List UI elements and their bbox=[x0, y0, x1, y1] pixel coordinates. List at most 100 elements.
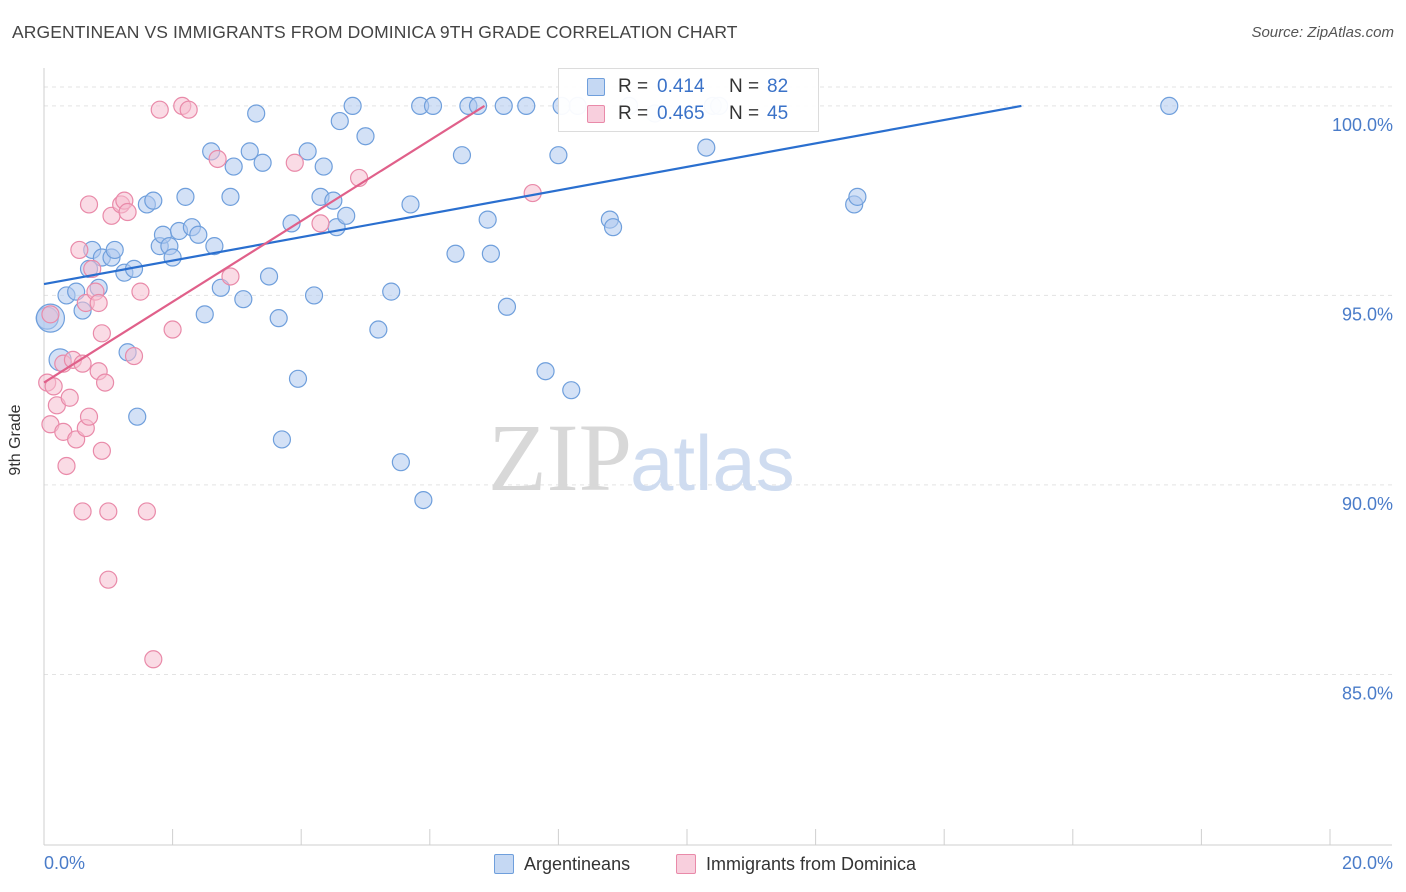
data-point bbox=[269, 309, 288, 328]
data-point bbox=[272, 430, 292, 449]
data-point bbox=[401, 195, 420, 214]
y-tick-label: 85.0% bbox=[1342, 683, 1393, 703]
data-point bbox=[105, 240, 124, 260]
data-point bbox=[343, 96, 362, 116]
data-point bbox=[95, 373, 115, 392]
data-point bbox=[481, 244, 500, 263]
data-point bbox=[234, 290, 253, 309]
legend-n-label: N = bbox=[729, 103, 760, 124]
legend-label-dominica: Immigrants from Dominica bbox=[706, 853, 917, 874]
data-point bbox=[99, 570, 118, 589]
data-point bbox=[452, 146, 472, 165]
legend-swatch-pink bbox=[676, 854, 696, 874]
x-tick-label-max: 20.0% bbox=[1342, 853, 1393, 873]
y-axis-label: 9th Grade bbox=[7, 404, 24, 476]
data-point bbox=[369, 320, 388, 339]
data-point bbox=[128, 407, 147, 426]
data-point bbox=[697, 138, 716, 157]
data-point bbox=[285, 153, 304, 172]
trend-line-blue bbox=[43, 104, 1022, 286]
data-point bbox=[224, 157, 243, 176]
data-point bbox=[1160, 96, 1179, 116]
y-tick-labels: 85.0% 90.0% 95.0% 100.0% bbox=[1332, 115, 1393, 704]
data-point bbox=[330, 111, 349, 131]
data-point bbox=[562, 381, 581, 400]
data-point bbox=[83, 259, 102, 278]
data-point bbox=[131, 282, 150, 301]
legend-n-value: 45 bbox=[767, 103, 789, 124]
trend-lines bbox=[43, 104, 1022, 384]
data-point bbox=[189, 225, 208, 244]
data-point bbox=[247, 104, 266, 123]
watermark-zip: ZIP bbox=[488, 404, 632, 511]
data-point bbox=[494, 96, 513, 116]
data-point bbox=[549, 146, 568, 165]
data-point bbox=[414, 490, 433, 510]
data-point bbox=[118, 202, 137, 222]
grid-lines bbox=[44, 86, 1392, 675]
source-label: Source: ZipAtlas.com bbox=[1251, 24, 1394, 41]
legend-item-dominica[interactable]: Immigrants from Dominica bbox=[676, 851, 916, 877]
legend-r-label: R = bbox=[618, 103, 649, 124]
legend-r-value: 0.465 bbox=[657, 103, 705, 124]
y-tick-label: 90.0% bbox=[1342, 494, 1393, 514]
data-point bbox=[517, 96, 536, 116]
data-point bbox=[89, 293, 108, 313]
data-point bbox=[221, 187, 240, 206]
data-point bbox=[79, 407, 99, 426]
data-point bbox=[288, 369, 308, 388]
data-point bbox=[176, 187, 195, 206]
legend-swatch-blue bbox=[494, 854, 514, 874]
correlation-legend: R = 0.414 N = 82 R = 0.465 N = 45 bbox=[558, 68, 819, 132]
data-point bbox=[208, 149, 227, 169]
legend-r-label: R = bbox=[618, 76, 649, 97]
watermark-atlas: atlas bbox=[630, 419, 795, 507]
data-point bbox=[150, 100, 169, 119]
data-point bbox=[304, 286, 324, 305]
data-point bbox=[311, 214, 330, 233]
data-point bbox=[195, 305, 214, 324]
data-point bbox=[536, 362, 555, 381]
x-tick-labels: 0.0% 20.0% bbox=[44, 853, 1393, 873]
legend-swatch-pink bbox=[587, 105, 605, 123]
y-tick-label: 95.0% bbox=[1342, 304, 1393, 324]
legend-item-argentineans[interactable]: Argentineans bbox=[494, 851, 630, 877]
data-point bbox=[391, 453, 410, 472]
legend-label-argentineans: Argentineans bbox=[524, 853, 631, 874]
data-point bbox=[446, 244, 465, 263]
data-point bbox=[423, 96, 443, 116]
legend-swatch-blue bbox=[587, 78, 605, 96]
trend-line-pink bbox=[43, 104, 486, 384]
legend-n-label: N = bbox=[729, 76, 760, 97]
data-point bbox=[99, 502, 118, 521]
data-point bbox=[253, 153, 272, 172]
data-point bbox=[603, 218, 623, 237]
series-legend: Argentineans Immigrants from Dominica bbox=[0, 851, 1406, 877]
data-point bbox=[144, 191, 163, 210]
data-point bbox=[73, 502, 92, 521]
data-point bbox=[298, 142, 317, 161]
data-point bbox=[221, 267, 240, 286]
data-point bbox=[259, 267, 279, 286]
data-point bbox=[382, 282, 401, 301]
data-point bbox=[92, 441, 111, 460]
x-tick-label-min: 0.0% bbox=[44, 853, 85, 873]
data-point bbox=[79, 195, 99, 214]
y-tick-label: 100.0% bbox=[1332, 115, 1393, 135]
legend-r-value: 0.414 bbox=[657, 76, 705, 97]
data-point bbox=[144, 650, 163, 669]
data-point bbox=[179, 100, 198, 119]
data-point bbox=[478, 210, 497, 229]
axes bbox=[43, 68, 1392, 846]
data-point bbox=[70, 240, 89, 260]
data-point bbox=[356, 127, 375, 146]
watermark: ZIP atlas bbox=[488, 404, 795, 511]
data-point bbox=[282, 214, 301, 233]
legend-n-value: 82 bbox=[767, 76, 789, 97]
series-dominica bbox=[38, 96, 542, 669]
data-point bbox=[41, 305, 60, 324]
data-point bbox=[57, 456, 76, 476]
data-point bbox=[497, 297, 517, 316]
data-point bbox=[44, 377, 63, 396]
